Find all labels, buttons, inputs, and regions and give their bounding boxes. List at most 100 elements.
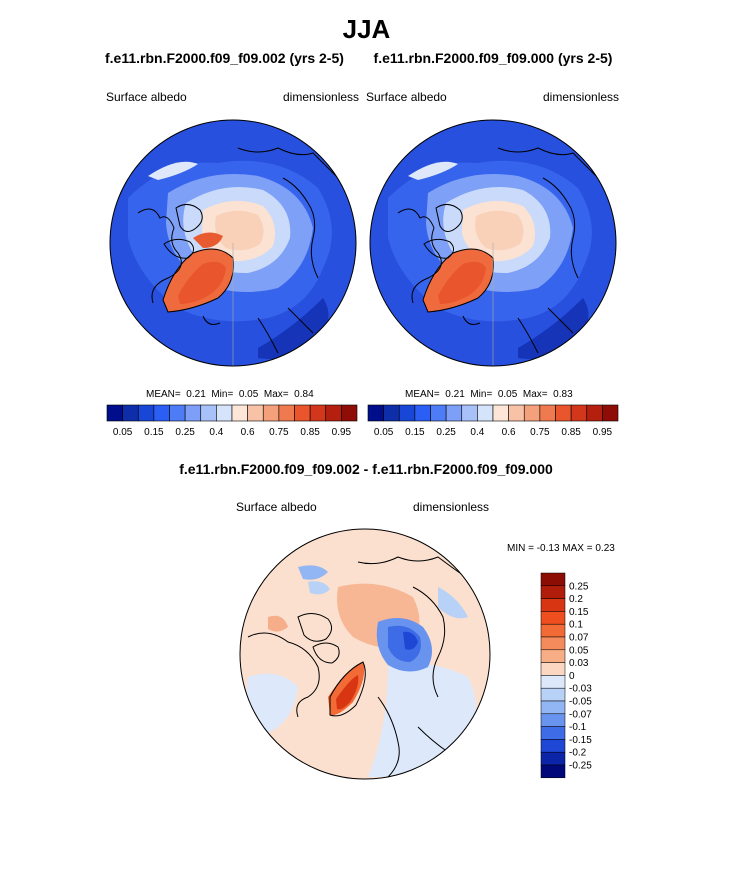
right-colorbar-swatch [445, 404, 463, 422]
left-colorbar-tick-label: 0.05 [113, 427, 133, 438]
diff-colorbar-tick-label: -0.15 [569, 735, 592, 746]
right-stats: MEAN= 0.21 Min= 0.05 Max= 0.83 [405, 389, 573, 400]
diff-colorbar-swatch [540, 611, 566, 625]
diff-colorbar-swatch [540, 764, 566, 779]
diff-colorbar-tick-label: 0.05 [569, 645, 589, 656]
left-mean-label: MEAN= [146, 389, 181, 400]
left-colorbar-swatch [309, 404, 327, 422]
left-panel-units: dimensionless [283, 90, 360, 104]
diff-colorbar-tick-label: -0.2 [569, 748, 587, 759]
diff-panel-units: dimensionless [413, 500, 490, 514]
right-colorbar-swatch [492, 404, 509, 422]
diff-colorbar-swatch [540, 739, 566, 753]
diff-colorbar-tick-label: -0.07 [569, 709, 592, 720]
right-colorbar-tick-label: 0.85 [561, 427, 581, 438]
right-colorbar-swatch [477, 404, 494, 422]
diff-colorbar-swatch [540, 751, 566, 766]
diff-colorbar-swatch [540, 662, 566, 676]
right-colorbar-swatch [523, 404, 541, 422]
diff-colorbar: 0.250.20.150.10.070.050.030-0.03-0.05-0.… [540, 572, 592, 779]
right-colorbar-swatch [398, 404, 416, 422]
left-colorbar-tick-label: 0.15 [144, 427, 164, 438]
right-colorbar-swatch [414, 404, 431, 422]
diff-colorbar-swatch [540, 713, 566, 727]
diff-colorbar-tick-label: 0 [569, 671, 575, 682]
left-colorbar-tick-label: 0.4 [209, 427, 223, 438]
left-colorbar-swatch [262, 404, 280, 422]
diff-colorbar-tick-label: 0.07 [569, 633, 589, 644]
left-colorbar-swatch [341, 404, 358, 422]
right-colorbar-swatch [461, 404, 478, 422]
left-panel-variable: Surface albedo [106, 90, 187, 104]
left-stats: MEAN= 0.21 Min= 0.05 Max= 0.84 [146, 389, 314, 400]
left-albedo-map [109, 119, 357, 367]
diff-colorbar-tick-label: -0.05 [569, 697, 592, 708]
diff-stats: MIN = -0.13 MAX = 0.23 [507, 543, 615, 554]
right-colorbar-tick-label: 0.25 [436, 427, 456, 438]
diff-colorbar-tick-label: 0.15 [569, 607, 589, 618]
left-max-label: Max= [263, 389, 289, 400]
left-colorbar-swatch [231, 404, 248, 422]
left-colorbar-swatch [184, 404, 202, 422]
right-colorbar: 0.05 0.15 0.25 0.4 0.6 0.75 0.85 0.95 [367, 404, 619, 438]
right-panel-variable: Surface albedo [366, 90, 447, 104]
left-panel-case-title: f.e11.rbn.F2000.f09_f09.002 (yrs 2-5) [105, 50, 344, 66]
left-max-value: 0.84 [294, 389, 314, 400]
right-min-value: 0.05 [497, 389, 518, 400]
diff-colorbar-swatch [540, 623, 566, 638]
left-colorbar-tick-label: 0.75 [269, 427, 289, 438]
right-colorbar-swatch [430, 404, 447, 422]
right-colorbar-tick-label: 0.05 [374, 427, 394, 438]
diff-colorbar-swatch [540, 636, 566, 651]
diff-panel-variable: Surface albedo [236, 500, 317, 514]
left-colorbar-swatch [106, 404, 123, 422]
diff-albedo-map [239, 528, 491, 780]
right-colorbar-swatch [555, 404, 572, 422]
diff-colorbar-tick-label: -0.1 [569, 722, 587, 733]
left-colorbar-swatch [294, 404, 311, 422]
diff-colorbar-swatch [540, 726, 566, 740]
diff-panel-title: f.e11.rbn.F2000.f09_f09.002 - f.e11.rbn.… [179, 461, 553, 477]
left-colorbar-swatch [216, 404, 233, 422]
right-albedo-map [369, 119, 617, 367]
diff-colorbar-swatch [540, 700, 566, 715]
left-colorbar-swatch [200, 404, 217, 422]
left-colorbar-swatch [325, 404, 342, 422]
right-max-value: 0.83 [553, 389, 573, 400]
diff-colorbar-swatch [540, 675, 566, 689]
right-colorbar-swatch [570, 404, 588, 422]
left-colorbar-swatch [278, 404, 295, 422]
right-colorbar-tick-label: 0.4 [470, 427, 484, 438]
left-colorbar-swatch [247, 404, 264, 422]
right-colorbar-tick-label: 0.6 [502, 427, 516, 438]
left-colorbar-tick-label: 0.85 [300, 427, 320, 438]
right-colorbar-tick-label: 0.15 [405, 427, 425, 438]
diff-colorbar-tick-label: 0.25 [569, 581, 589, 592]
right-colorbar-swatch [367, 404, 384, 422]
diff-colorbar-tick-label: 0.03 [569, 658, 589, 669]
right-colorbar-tick-label: 0.75 [530, 427, 550, 438]
left-colorbar-tick-label: 0.95 [332, 427, 352, 438]
right-colorbar-tick-label: 0.95 [593, 427, 613, 438]
left-mean-value: 0.21 [186, 389, 206, 400]
left-colorbar: 0.05 0.15 0.25 0.4 0.6 0.75 0.85 0.95 [106, 404, 358, 438]
right-colorbar-swatch [383, 404, 400, 422]
left-colorbar-swatch [122, 404, 139, 422]
left-min-value: 0.05 [238, 389, 259, 400]
right-colorbar-swatch [508, 404, 525, 422]
left-colorbar-swatch [169, 404, 186, 422]
right-colorbar-swatch [586, 404, 603, 422]
left-colorbar-swatch [153, 404, 170, 422]
diff-colorbar-swatch [540, 687, 566, 702]
figure-title: JJA [342, 14, 391, 44]
left-colorbar-tick-label: 0.25 [175, 427, 195, 438]
right-mean-value: 0.21 [445, 389, 465, 400]
right-colorbar-swatch [602, 404, 619, 422]
diff-colorbar-tick-label: -0.25 [569, 761, 592, 772]
right-mean-label: MEAN= [405, 389, 440, 400]
right-panel-units: dimensionless [543, 90, 620, 104]
diff-colorbar-tick-label: 0.1 [569, 620, 583, 631]
diff-colorbar-swatch [540, 572, 566, 587]
diff-colorbar-tick-label: 0.2 [569, 594, 583, 605]
diff-colorbar-swatch [540, 649, 566, 663]
